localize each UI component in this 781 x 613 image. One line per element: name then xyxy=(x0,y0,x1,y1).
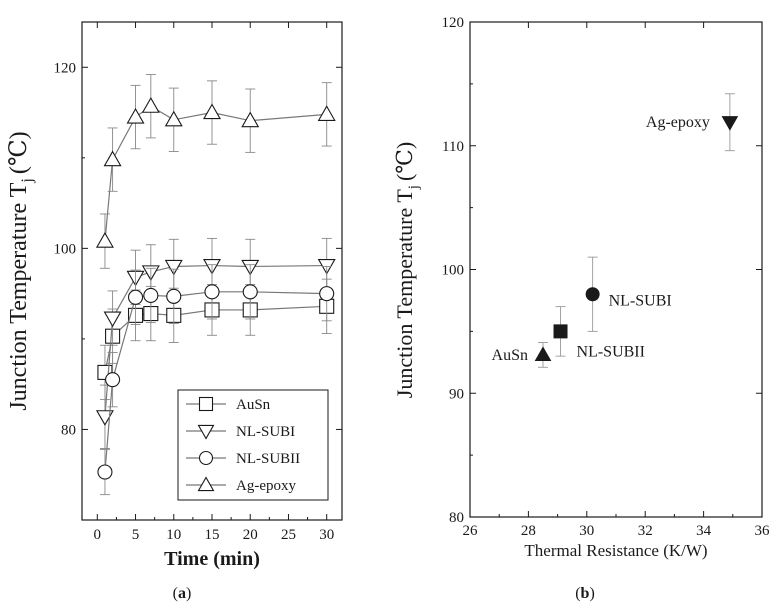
data-point xyxy=(203,103,221,120)
data-point xyxy=(164,110,183,127)
series-nl-subii xyxy=(97,264,335,496)
data-point xyxy=(241,111,260,128)
y-tick-label-b: 90 xyxy=(449,386,464,402)
x-tick-label-b: 32 xyxy=(638,523,653,539)
data-point xyxy=(553,324,568,339)
y-tick-label-b: 110 xyxy=(442,139,464,155)
y-axis-title-a-unit: (℃) xyxy=(6,131,32,174)
y-axis-title-b-unit: (℃) xyxy=(392,142,417,181)
legend-label: NL-SUBI xyxy=(236,424,295,440)
data-point xyxy=(127,289,144,305)
data-point xyxy=(143,287,159,303)
data-point xyxy=(585,287,600,302)
data-point xyxy=(126,107,145,124)
point-label: Ag-epoxy xyxy=(646,114,710,131)
y-axis-title-b: Junction Temperature Tj (℃) xyxy=(392,142,422,398)
y-axis-title-a: Junction Temperature Tj (℃) xyxy=(6,131,36,410)
legend-label: AuSn xyxy=(236,397,271,413)
series-ag-epoxy xyxy=(95,74,336,269)
y-axis-title-a-main: Junction Temperature T xyxy=(6,182,32,410)
legend-marker xyxy=(198,450,214,466)
x-tick-label-a: 25 xyxy=(281,527,296,543)
x-tick-label-a: 20 xyxy=(243,527,258,543)
y-axis-title-b-main: Junction Temperature T xyxy=(392,189,417,399)
data-point xyxy=(534,346,552,361)
point-nl-subi: NL-SUBI xyxy=(585,256,672,332)
chart-panel-b: 26 28 30 32 34 36 80 90 100 110 120 AuSn NL-SUBII NL… xyxy=(392,15,770,602)
legend-marker xyxy=(197,424,215,440)
point-ag-epoxy: Ag-epoxy xyxy=(646,93,739,152)
point-nl-subii: NL-SUBII xyxy=(553,306,645,360)
point-label: AuSn xyxy=(492,347,528,364)
x-tick-label-b: 36 xyxy=(755,523,771,539)
x-tick-label-b: 26 xyxy=(463,523,479,539)
caption-b: (b) xyxy=(575,585,595,602)
x-tick-label-b: 28 xyxy=(521,523,536,539)
legend-label: Ag-epoxy xyxy=(236,478,296,494)
data-point xyxy=(103,150,122,167)
point-ausn: AuSn xyxy=(492,342,552,368)
data-point xyxy=(166,288,182,304)
y-tick-label-a: 120 xyxy=(54,60,77,76)
data-point xyxy=(95,410,114,426)
data-point xyxy=(319,286,335,302)
data-point xyxy=(141,97,160,113)
data-point xyxy=(103,311,122,328)
caption-a: (a) xyxy=(173,585,192,602)
legend-marker xyxy=(197,476,215,492)
x-axis-title-a: Time (min) xyxy=(164,548,260,570)
y-tick-label-b: 100 xyxy=(442,263,465,279)
x-tick-label-a: 5 xyxy=(132,527,140,543)
data-point xyxy=(242,284,258,300)
data-point xyxy=(204,284,220,300)
plot-frame-b xyxy=(469,21,763,518)
x-tick-label-a: 10 xyxy=(166,527,181,543)
data-point xyxy=(105,372,121,388)
y-tick-label-a: 100 xyxy=(54,241,77,257)
y-tick-label-b: 120 xyxy=(442,15,465,31)
data-point xyxy=(317,105,336,121)
y-axis-title-b-sub: j xyxy=(406,185,422,190)
x-tick-label-a: 15 xyxy=(205,527,220,543)
chart-panel-a: 0 5 10 15 20 25 30 80 100 120 Time (min) Junction… xyxy=(6,21,343,602)
x-axis-title-b: Thermal Resistance (K/W) xyxy=(524,541,707,560)
y-tick-label-a: 80 xyxy=(61,422,76,438)
legend-a: AuSn NL-SUBI NL-SUBII Ag-epoxy xyxy=(177,389,329,501)
x-tick-label-a: 30 xyxy=(319,527,334,543)
x-tick-label-b: 30 xyxy=(579,523,594,539)
series-line xyxy=(104,105,327,242)
series-line xyxy=(104,264,327,417)
point-label: NL-SUBII xyxy=(577,343,645,360)
data-point xyxy=(721,116,739,131)
data-point xyxy=(97,464,113,480)
x-tick-label-b: 34 xyxy=(696,523,712,539)
y-axis-title-a-sub: j xyxy=(19,178,36,183)
legend-marker xyxy=(198,396,214,412)
data-point xyxy=(95,231,114,248)
data-point xyxy=(164,259,183,276)
y-tick-label-b: 80 xyxy=(449,510,464,526)
x-tick-label-a: 0 xyxy=(94,527,102,543)
legend-label: NL-SUBII xyxy=(236,451,300,467)
point-label: NL-SUBI xyxy=(609,292,672,309)
